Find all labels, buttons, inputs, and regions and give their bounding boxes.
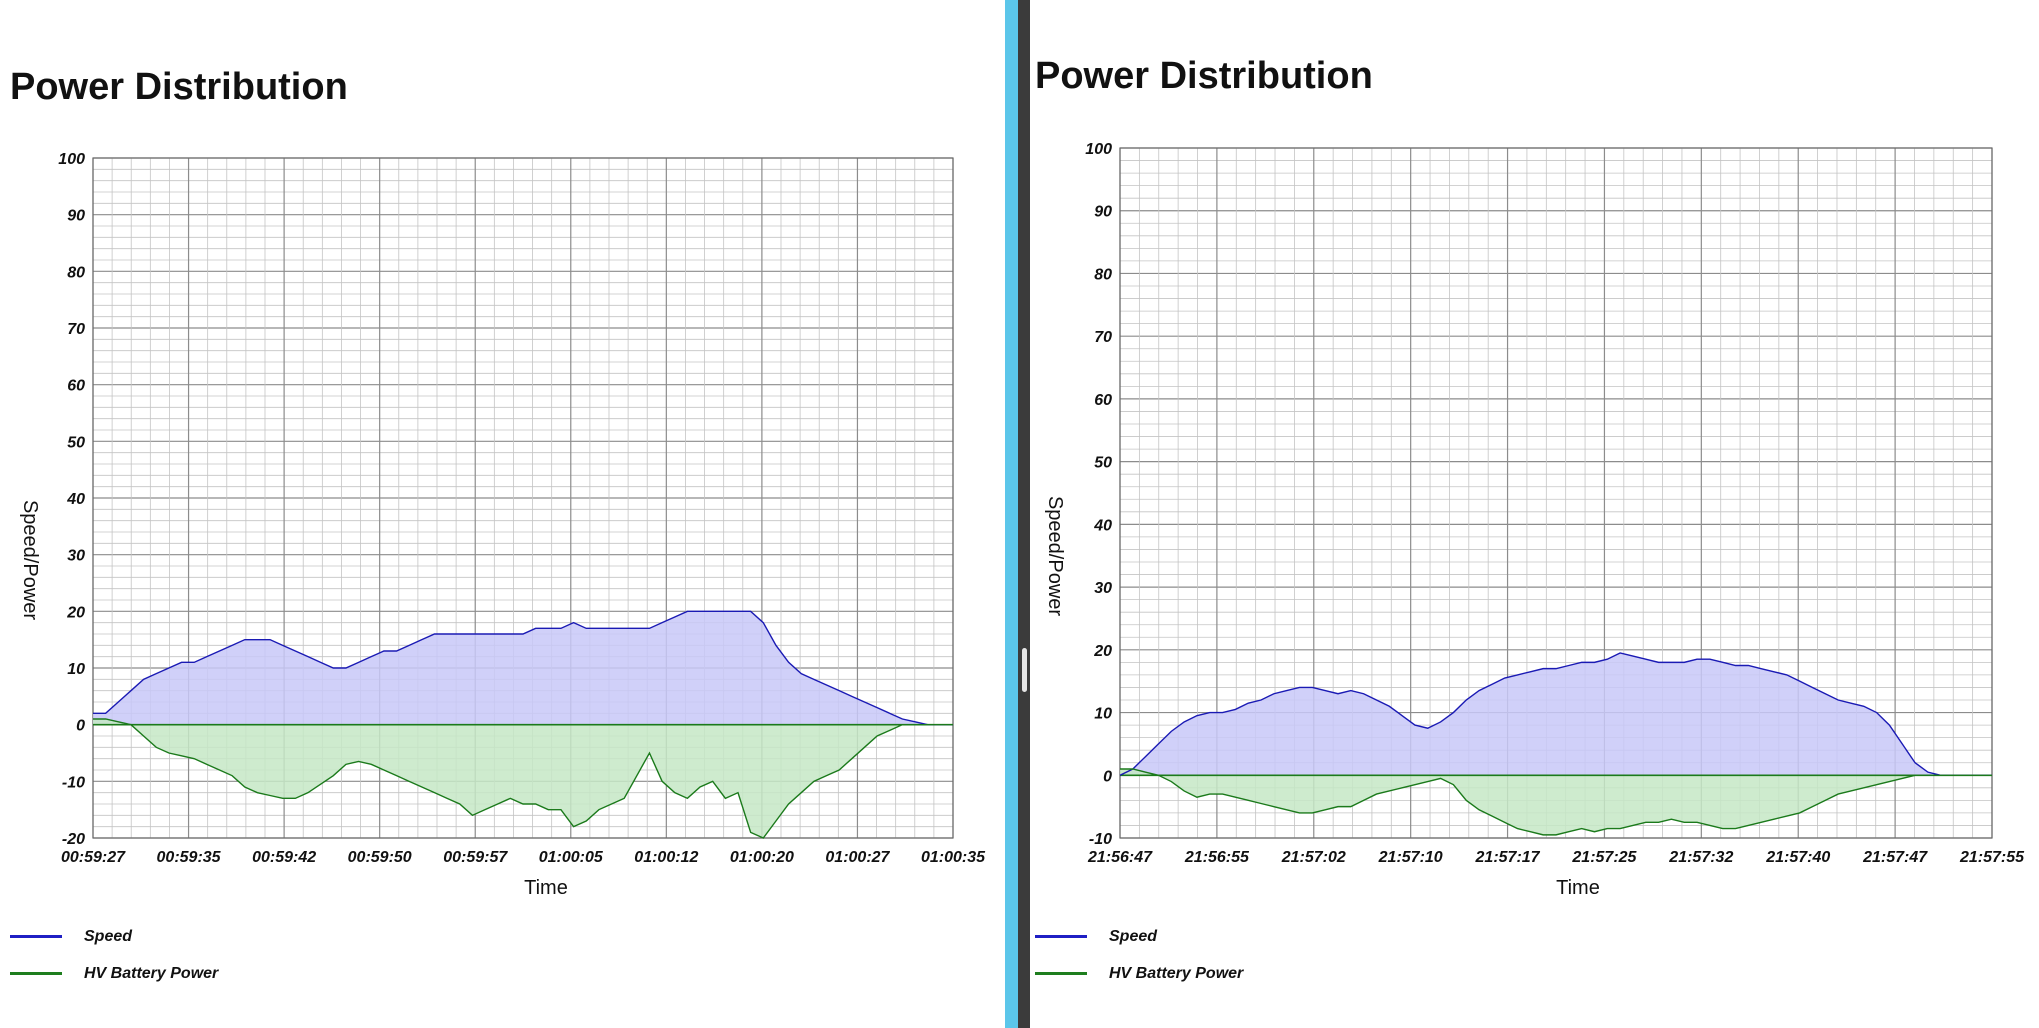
x-tick-label: 21:56:47 bbox=[1087, 849, 1153, 866]
plot-border bbox=[1119, 147, 1993, 839]
y-tick-label: 20 bbox=[66, 604, 85, 621]
splitter-bar bbox=[1005, 0, 1018, 1028]
y-tick-label: 40 bbox=[66, 491, 85, 508]
legend-label: Speed bbox=[84, 927, 133, 945]
x-tick-label: 21:57:02 bbox=[1281, 849, 1346, 866]
legend: Speed HV Battery Power bbox=[1035, 918, 1243, 992]
x-tick-label: 21:57:47 bbox=[1862, 849, 1928, 866]
y-tick-label: 80 bbox=[1094, 266, 1112, 283]
legend-label: Speed bbox=[1109, 927, 1158, 945]
splitter-track bbox=[1018, 0, 1030, 1028]
drag-handle-icon[interactable] bbox=[1022, 648, 1027, 692]
x-tick-label: 21:57:32 bbox=[1668, 849, 1733, 866]
x-tick-label: 00:59:27 bbox=[61, 849, 126, 866]
y-axis-label: Speed/Power bbox=[1044, 496, 1066, 616]
y-tick-label: -10 bbox=[62, 774, 85, 791]
x-tick-label: 00:59:50 bbox=[348, 849, 412, 866]
legend-label: HV Battery Power bbox=[1109, 964, 1244, 982]
y-tick-label: 10 bbox=[1094, 706, 1112, 723]
x-tick-label: 01:00:35 bbox=[921, 849, 986, 866]
y-tick-label: 30 bbox=[67, 548, 85, 565]
y-tick-label: 100 bbox=[58, 151, 85, 168]
legend-item-hv-battery-power[interactable]: HV Battery Power bbox=[10, 955, 218, 992]
x-tick-label: 01:00:12 bbox=[634, 849, 698, 866]
series-area-hv-battery-power bbox=[1120, 769, 1992, 835]
x-tick-label: 21:56:55 bbox=[1184, 849, 1250, 866]
y-tick-label: 70 bbox=[1094, 329, 1112, 346]
series-line-hv-battery-power bbox=[93, 718, 953, 839]
y-tick-label: 50 bbox=[67, 434, 85, 451]
series-area-speed bbox=[93, 611, 953, 725]
y-tick-label: 0 bbox=[76, 718, 85, 735]
y-tick-label: 10 bbox=[67, 661, 85, 678]
y-tick-label: 90 bbox=[1094, 204, 1112, 221]
pane-splitter[interactable] bbox=[1005, 0, 1030, 1028]
x-tick-label: 21:57:17 bbox=[1475, 849, 1541, 866]
y-tick-label: 30 bbox=[1094, 580, 1112, 597]
series-line-speed bbox=[93, 610, 953, 726]
legend: Speed HV Battery Power bbox=[10, 918, 218, 992]
y-tick-label: 100 bbox=[1085, 141, 1112, 158]
legend-item-speed[interactable]: Speed bbox=[10, 918, 218, 955]
series-line-speed bbox=[1119, 652, 1992, 776]
legend-line-icon bbox=[10, 972, 62, 975]
series-line-hv-battery-power bbox=[1120, 768, 1992, 836]
x-tick-label: 00:59:35 bbox=[157, 849, 222, 866]
legend-line-icon bbox=[1035, 935, 1087, 938]
x-tick-label: 00:59:57 bbox=[443, 849, 508, 866]
y-tick-label: -20 bbox=[62, 831, 85, 848]
x-tick-label: 01:00:27 bbox=[825, 849, 890, 866]
y-tick-label: 40 bbox=[1093, 517, 1112, 534]
legend-line-icon bbox=[10, 935, 62, 938]
chart-title: Power Distribution bbox=[10, 66, 348, 108]
x-tick-label: 21:57:40 bbox=[1765, 849, 1830, 866]
chart-title: Power Distribution bbox=[1035, 55, 1373, 97]
chart-panel-right: Power Distribution 100 90 80 70 60 50 40 30 20 10… bbox=[1030, 0, 2039, 1028]
y-tick-label: 90 bbox=[67, 208, 85, 225]
y-tick-label: 60 bbox=[67, 378, 85, 395]
series-area-hv-battery-power bbox=[93, 719, 953, 838]
series-area-speed bbox=[1120, 652, 1992, 776]
legend-item-speed[interactable]: Speed bbox=[1035, 918, 1243, 955]
y-tick-label: -10 bbox=[1089, 831, 1112, 848]
plot-border bbox=[92, 157, 954, 839]
x-tick-label: 21:57:10 bbox=[1378, 849, 1443, 866]
y-axis-label: Speed/Power bbox=[19, 500, 41, 620]
legend-label: HV Battery Power bbox=[84, 964, 219, 982]
y-tick-label: 70 bbox=[67, 321, 85, 338]
x-tick-label: 00:59:42 bbox=[252, 849, 316, 866]
x-tick-label: 01:00:05 bbox=[539, 849, 604, 866]
chart-panel-left: Power Distribution 100 90 80 70 60 50 40 30 20 10… bbox=[0, 0, 1005, 1028]
x-tick-label: 21:57:25 bbox=[1571, 849, 1637, 866]
x-axis-label: Time bbox=[1556, 877, 1600, 899]
x-tick-label: 21:57:55 bbox=[1959, 849, 2025, 866]
y-tick-label: 0 bbox=[1103, 768, 1112, 785]
y-tick-label: 50 bbox=[1094, 455, 1112, 472]
y-tick-label: 60 bbox=[1094, 392, 1112, 409]
legend-item-hv-battery-power[interactable]: HV Battery Power bbox=[1035, 955, 1243, 992]
x-axis-label: Time bbox=[524, 877, 568, 899]
y-tick-label: 20 bbox=[1093, 643, 1112, 660]
x-tick-label: 01:00:20 bbox=[730, 849, 794, 866]
y-tick-label: 80 bbox=[67, 264, 85, 281]
legend-line-icon bbox=[1035, 972, 1087, 975]
